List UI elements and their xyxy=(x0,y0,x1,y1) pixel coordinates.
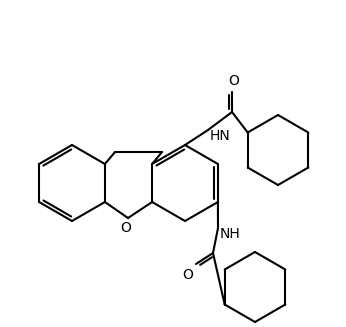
Text: O: O xyxy=(229,74,239,88)
Text: O: O xyxy=(183,268,193,282)
Text: HN: HN xyxy=(210,129,231,143)
Text: O: O xyxy=(120,221,131,235)
Text: NH: NH xyxy=(220,227,241,241)
